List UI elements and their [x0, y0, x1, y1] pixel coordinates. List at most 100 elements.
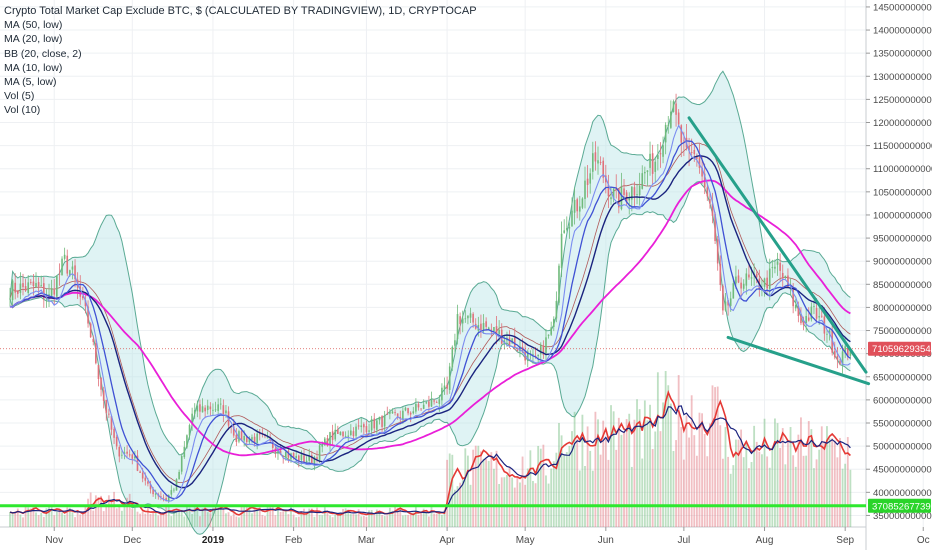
volume-bar: [84, 505, 87, 527]
candle-body: [141, 472, 144, 479]
indicator-vol10[interactable]: Vol (10): [4, 104, 41, 117]
volume-bar: [552, 461, 555, 527]
candle-body: [321, 445, 324, 447]
volume-bar: [118, 504, 121, 527]
volume-bar: [92, 510, 95, 527]
volume-bar: [230, 516, 233, 527]
candle-body: [342, 431, 344, 437]
volume-bar: [789, 427, 792, 527]
candle-body: [797, 305, 800, 317]
volume-bar: [487, 460, 490, 527]
trendlines[interactable]: [687, 116, 871, 386]
x-tick-label: Sep: [836, 535, 854, 546]
volume-bar: [818, 449, 821, 527]
volume-bar: [339, 512, 342, 527]
candle-body: [800, 315, 802, 324]
volume-bar: [331, 517, 334, 527]
candle-body: [696, 157, 698, 159]
x-tick-label: 2019: [202, 535, 225, 546]
volume-bar: [813, 468, 815, 527]
volume-bar: [362, 516, 365, 527]
candle-body: [373, 418, 376, 429]
candle-body: [295, 455, 298, 459]
volume-bar: [318, 514, 321, 527]
candle-body: [537, 354, 539, 357]
volume-bar: [839, 437, 841, 527]
volume-bar: [776, 423, 779, 527]
candle-body: [165, 498, 167, 501]
candle-body: [282, 455, 284, 458]
volume-bar: [29, 508, 32, 527]
candle-body: [196, 405, 199, 412]
candle-body: [308, 455, 311, 461]
volume-bar: [656, 372, 659, 527]
volume-bar: [89, 492, 92, 527]
volume-bar: [748, 468, 750, 527]
indicator-ma20[interactable]: MA (20, low): [4, 33, 63, 46]
candle-body: [134, 456, 136, 459]
candle-body: [558, 265, 560, 303]
volume-bar: [352, 514, 355, 527]
volume-bar: [427, 516, 430, 527]
indicator-bb[interactable]: BB (20, close, 2): [4, 47, 82, 60]
volume-bar: [9, 512, 11, 527]
volume-bar: [794, 466, 797, 527]
candle-body: [485, 321, 487, 327]
volume-bar: [669, 403, 672, 527]
volume-bar: [50, 504, 53, 527]
volume-bar: [68, 507, 71, 527]
candle-body: [87, 306, 89, 324]
volume-bar: [55, 511, 58, 527]
volume-bar: [342, 508, 344, 527]
volume-bar: [274, 515, 277, 527]
candle-body: [649, 153, 651, 168]
volume-bar: [81, 514, 84, 527]
price-axis[interactable]: 35000000000 40000000000 45000000000 5000000…: [866, 2, 932, 522]
time-axis[interactable]: Nov Dec 2019 Feb Mar Apr May Jun Jul Aug Sep Oc: [45, 527, 930, 546]
candle-body: [573, 199, 576, 213]
volume-bar: [617, 417, 620, 527]
candle-body: [108, 413, 110, 415]
candle-body: [443, 385, 446, 390]
y-tick-label: 135000000000: [873, 49, 932, 60]
candle-body: [620, 186, 623, 210]
volume-bar: [477, 445, 480, 527]
candle-body: [521, 346, 524, 353]
candle-body: [487, 327, 490, 329]
indicator-ma5[interactable]: MA (5, low): [4, 76, 57, 89]
volume-bar: [800, 417, 802, 527]
candle-body: [105, 399, 108, 413]
candle-body: [396, 413, 399, 417]
volume-bar: [763, 418, 766, 527]
y-tick-label: 125000000000: [873, 95, 932, 106]
candle-body: [193, 410, 196, 414]
indicator-ma10[interactable]: MA (10, low): [4, 61, 63, 74]
volume-bar: [19, 514, 22, 527]
candle-body: [297, 455, 300, 462]
candle-body: [701, 167, 703, 177]
candle-body: [493, 327, 495, 332]
volume-bar: [144, 513, 147, 527]
indicator-vol5[interactable]: Vol (5): [4, 90, 35, 103]
candle-body: [232, 426, 235, 436]
bollinger-bands: [9, 70, 851, 535]
candle-body: [126, 451, 128, 454]
candle-body: [844, 346, 846, 354]
candle-body: [19, 283, 22, 293]
volume-bar: [729, 473, 732, 527]
volume-bar: [165, 505, 168, 527]
indicator-ma50[interactable]: MA (50, low): [4, 19, 63, 32]
volume-bar: [396, 508, 399, 527]
candle-body: [513, 337, 516, 348]
candle-body: [594, 152, 597, 162]
volume-bar: [537, 445, 540, 527]
candle-body: [813, 306, 815, 307]
volume-bar: [329, 515, 331, 527]
volume-bar: [196, 505, 199, 527]
volume-bar: [300, 512, 303, 527]
volume-bar: [526, 468, 529, 527]
candle-body: [526, 351, 529, 362]
candle-body: [30, 282, 32, 283]
candle-body: [542, 345, 545, 355]
